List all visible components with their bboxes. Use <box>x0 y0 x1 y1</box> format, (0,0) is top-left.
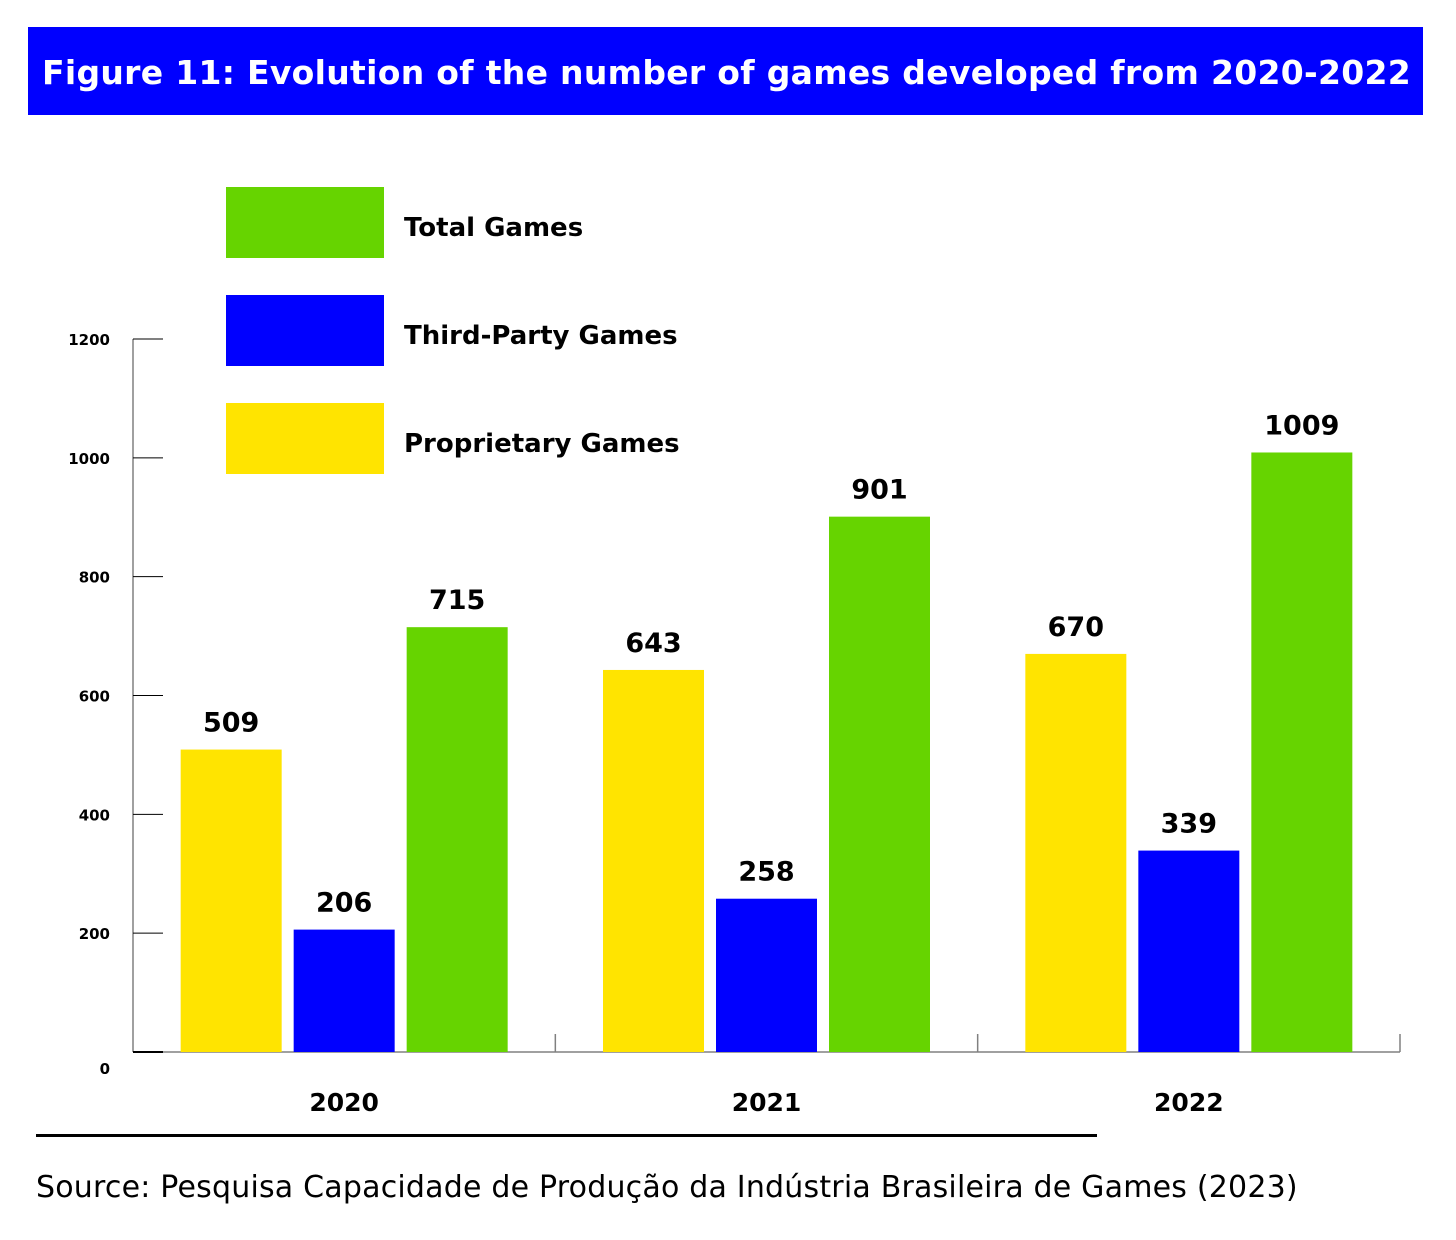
bars <box>180 452 1353 1052</box>
bar-proprietary-games2020 <box>180 749 282 1052</box>
x-tick-label: 2022 <box>1154 1088 1224 1117</box>
legend-swatch <box>226 295 384 366</box>
data-label: 901 <box>851 475 907 506</box>
legend: Total Games Third-Party Games Proprietary … <box>226 187 680 474</box>
title-bar: Figure 11: Evolution of the number of ga… <box>28 27 1423 115</box>
data-label: 1009 <box>1264 410 1339 441</box>
bar-third-party-games2022 <box>1138 850 1240 1052</box>
bar-third-party-games2020 <box>293 929 395 1052</box>
data-label: 339 <box>1161 809 1217 840</box>
data-label: 258 <box>738 857 794 888</box>
legend-swatch <box>226 403 384 474</box>
y-tick-label: 200 <box>79 925 110 943</box>
y-tick-label: 0 <box>100 1060 110 1078</box>
legend-label: Proprietary Games <box>404 429 680 459</box>
x-tick-label: 2020 <box>309 1088 379 1117</box>
bar-proprietary-games2022 <box>1025 653 1127 1052</box>
y-tick-label: 1200 <box>68 331 110 349</box>
data-label: 670 <box>1048 612 1104 643</box>
x-tick-label: 2021 <box>732 1088 802 1117</box>
data-labels: 509 206 715 643 258 901 670 339 1009 <box>203 410 1339 918</box>
data-label: 643 <box>625 628 681 659</box>
source-divider <box>36 1134 1097 1137</box>
y-tick-label: 1000 <box>68 450 110 468</box>
y-tick-label: 400 <box>79 806 110 824</box>
y-tick-label: 800 <box>79 569 110 587</box>
bar-proprietary-games2021 <box>603 669 704 1052</box>
bar-total-games2021 <box>829 516 930 1052</box>
data-label: 509 <box>203 708 259 739</box>
data-label: 715 <box>429 585 485 616</box>
axes: 0 200 400 600 800 1000 1200 2020 2021 2022 <box>68 331 1401 1117</box>
y-tick-label: 600 <box>79 688 110 706</box>
legend-label: Total Games <box>404 213 583 243</box>
chart-title: Figure 11: Evolution of the number of ga… <box>42 53 1412 92</box>
bar-total-games2020 <box>406 627 508 1052</box>
bar-third-party-games2021 <box>716 898 817 1052</box>
legend-swatch <box>226 187 384 258</box>
bar-total-games2022 <box>1251 452 1353 1052</box>
data-label: 206 <box>316 888 372 919</box>
legend-label: Third-Party Games <box>404 321 678 351</box>
source-note: Source: Pesquisa Capacidade de Produção … <box>36 1170 1298 1205</box>
